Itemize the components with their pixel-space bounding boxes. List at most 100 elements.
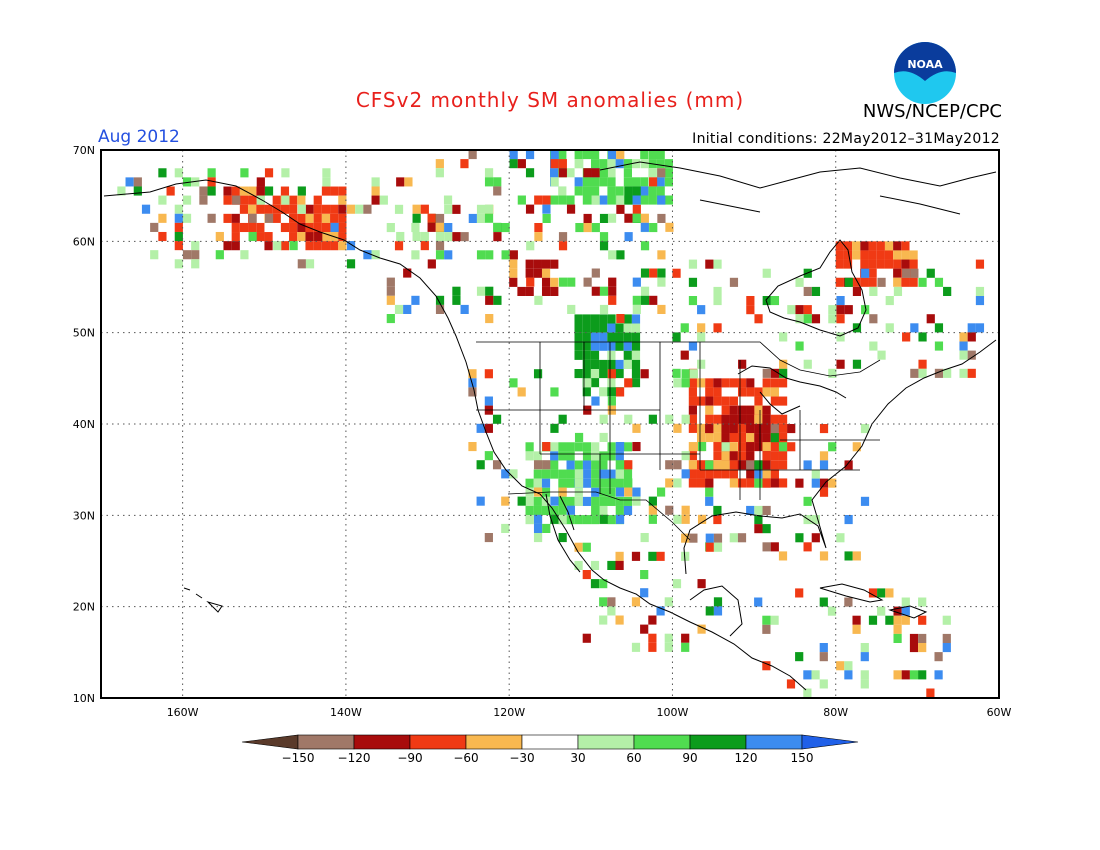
anomaly-cell bbox=[567, 277, 576, 287]
anomaly-cell bbox=[582, 496, 592, 506]
anomaly-cell bbox=[689, 533, 698, 543]
anomaly-cell bbox=[599, 286, 609, 296]
anomaly-cell bbox=[648, 642, 657, 652]
anomaly-cell bbox=[762, 414, 771, 424]
anomaly-cell bbox=[207, 186, 216, 196]
anomaly-cell bbox=[624, 213, 633, 223]
anomaly-cell bbox=[525, 478, 534, 488]
anomaly-cell bbox=[599, 314, 608, 324]
anomaly-cell bbox=[713, 606, 723, 616]
anomaly-cell bbox=[215, 231, 224, 242]
anomaly-cell bbox=[599, 241, 609, 251]
anomaly-cell bbox=[599, 615, 608, 625]
anomaly-cell bbox=[574, 150, 583, 160]
anomaly-cell bbox=[934, 368, 944, 378]
anomaly-cell bbox=[835, 277, 844, 287]
anomaly-cell bbox=[607, 487, 616, 497]
anomaly-cell bbox=[778, 451, 788, 461]
anomaly-cell bbox=[394, 241, 404, 251]
anomaly-cell bbox=[371, 250, 380, 260]
colorbar-tick-label: 120 bbox=[735, 751, 758, 765]
anomaly-cell bbox=[665, 478, 674, 488]
anomaly-cell bbox=[632, 487, 641, 497]
anomaly-cell bbox=[590, 314, 600, 324]
anomaly-cell bbox=[877, 277, 886, 287]
anomaly-cell bbox=[248, 231, 257, 242]
anomaly-cell bbox=[582, 177, 591, 187]
anomaly-cell bbox=[525, 150, 535, 160]
anomaly-cell bbox=[688, 442, 697, 452]
anomaly-cell bbox=[893, 606, 902, 616]
anomaly-cell bbox=[688, 460, 697, 470]
anomaly-cell bbox=[664, 597, 673, 607]
anomaly-cell bbox=[868, 250, 877, 260]
anomaly-cell bbox=[696, 378, 706, 388]
anomaly-cell bbox=[860, 241, 869, 251]
longitude-labels: 160W 140W 120W 100W 80W 60W bbox=[167, 706, 1012, 719]
anomaly-cell bbox=[868, 277, 877, 287]
anomaly-cell bbox=[582, 633, 591, 643]
great-lakes bbox=[737, 365, 847, 415]
anomaly-cell bbox=[599, 460, 608, 470]
logo-text: NOAA bbox=[907, 58, 943, 71]
anomaly-cell bbox=[877, 588, 886, 598]
anomaly-cell bbox=[632, 277, 641, 287]
anomaly-cell bbox=[795, 588, 804, 598]
anomaly-cell bbox=[803, 286, 812, 296]
anomaly-cell bbox=[623, 332, 632, 342]
anomaly-cell bbox=[648, 496, 657, 506]
anomaly-cell bbox=[746, 305, 755, 315]
anomaly-cell bbox=[942, 633, 951, 643]
anomaly-cell bbox=[721, 433, 730, 443]
anomaly-cell bbox=[902, 268, 911, 278]
anomaly-cell bbox=[305, 213, 314, 223]
anomaly-cell bbox=[819, 487, 829, 497]
anomaly-cell bbox=[770, 424, 779, 434]
anomaly-cell bbox=[591, 150, 600, 160]
anomaly-cell bbox=[492, 414, 502, 424]
anomaly-cell bbox=[681, 505, 690, 515]
anomaly-cell bbox=[893, 670, 902, 680]
anomaly-cell bbox=[876, 250, 885, 260]
anomaly-cell bbox=[525, 451, 534, 461]
anomaly-cell bbox=[460, 232, 469, 242]
anomaly-cell bbox=[705, 432, 714, 443]
anomaly-cell bbox=[868, 268, 877, 278]
anomaly-cell bbox=[574, 186, 583, 196]
anomaly-cell bbox=[884, 259, 894, 269]
anomaly-cell bbox=[803, 542, 812, 552]
anomaly-cell bbox=[273, 241, 282, 251]
anomaly-cell bbox=[558, 414, 567, 424]
anomaly-cell bbox=[435, 241, 445, 251]
anomaly-cell bbox=[590, 350, 600, 360]
anomaly-cell bbox=[787, 442, 796, 452]
anomaly-cell bbox=[705, 378, 714, 388]
anomaly-cell bbox=[861, 268, 870, 278]
anomaly-cell bbox=[174, 231, 183, 242]
anomaly-cell bbox=[509, 159, 518, 169]
anomaly-cell bbox=[705, 469, 714, 479]
anomaly-cell bbox=[828, 368, 837, 378]
colorbar-tick-label: 90 bbox=[682, 751, 697, 765]
anomaly-cell bbox=[778, 442, 788, 452]
anomaly-cell bbox=[484, 423, 493, 433]
anomaly-cell bbox=[737, 432, 747, 443]
anomaly-cell bbox=[493, 186, 502, 196]
colorbar-tick-label: −120 bbox=[338, 751, 371, 765]
anomaly-cell bbox=[435, 232, 445, 242]
us-state-borders bbox=[476, 342, 880, 500]
anomaly-cell bbox=[762, 296, 771, 306]
anomaly-cell bbox=[321, 204, 331, 214]
anomaly-cell bbox=[729, 396, 738, 406]
anomaly-cell bbox=[885, 296, 894, 306]
anomaly-cell bbox=[363, 250, 372, 260]
anomaly-cell bbox=[468, 369, 477, 379]
anomaly-cell bbox=[770, 542, 779, 552]
anomaly-cell bbox=[517, 195, 526, 205]
anomaly-cell bbox=[901, 670, 910, 680]
anomaly-cell bbox=[688, 414, 697, 424]
anomaly-cell bbox=[582, 515, 592, 525]
anomaly-cell bbox=[657, 250, 666, 260]
anomaly-cell bbox=[737, 387, 747, 397]
anomaly-cell bbox=[721, 405, 730, 415]
